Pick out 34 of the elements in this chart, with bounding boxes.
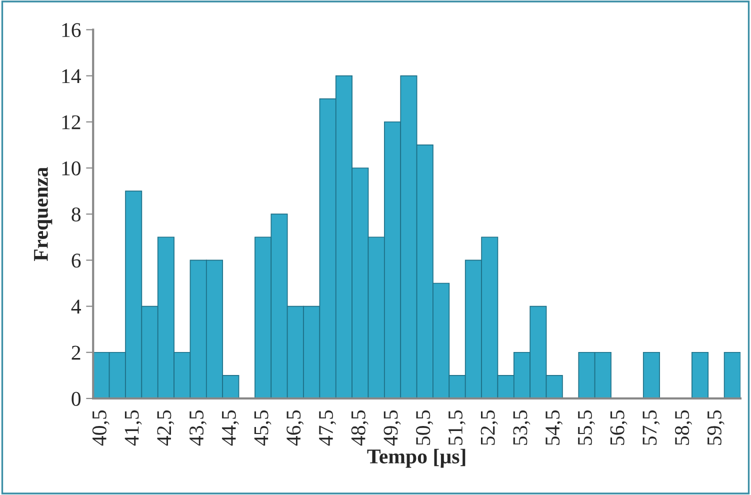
x-tick-label: 54,5: [546, 410, 563, 445]
bar: [692, 352, 709, 398]
x-tick-label: 41,5: [124, 410, 142, 446]
y-tick-label: 4: [71, 300, 81, 314]
x-tick-label: 53,5: [513, 410, 530, 445]
y-tick-label: 10: [62, 161, 81, 176]
x-tick-label: 40,5: [92, 410, 110, 446]
x-tick-label: 42,5: [157, 410, 174, 446]
x-tick-label: 51,5: [448, 410, 466, 445]
y-tick-label: 6: [72, 254, 81, 268]
x-tick-label: 55,5: [578, 410, 595, 445]
x-tick-label: 49,5: [384, 410, 401, 446]
y-tick-label: 16: [62, 23, 81, 38]
x-tick-label: 46,5: [286, 410, 304, 446]
y-tick-label: 12: [62, 115, 80, 130]
x-tick-label: 52,5: [480, 410, 498, 445]
x-tick-label: 47,5: [319, 410, 336, 446]
y-tick-label: 2: [72, 346, 80, 360]
y-tick-label: 0: [72, 392, 81, 406]
y-tick-label: 8: [72, 207, 81, 222]
x-tick-label: 50,5: [416, 410, 434, 445]
x-tick-label: 58,5: [674, 410, 692, 445]
x-tick-label: 43,5: [190, 410, 207, 446]
x-axis-title: Tempo [µs]: [367, 448, 466, 468]
y-tick-label: 14: [62, 69, 81, 84]
x-tick-label: 44,5: [222, 410, 239, 446]
x-tick-label: 48,5: [351, 410, 368, 446]
x-tick-label: 45,5: [254, 410, 272, 446]
x-tick-label: 56,5: [610, 410, 628, 445]
x-tick-label: 59,5: [707, 410, 724, 445]
bar: [642, 352, 660, 398]
bar: [724, 352, 740, 398]
x-tick-label: 57,5: [642, 410, 660, 445]
y-axis-title: Frequenza: [34, 167, 52, 261]
